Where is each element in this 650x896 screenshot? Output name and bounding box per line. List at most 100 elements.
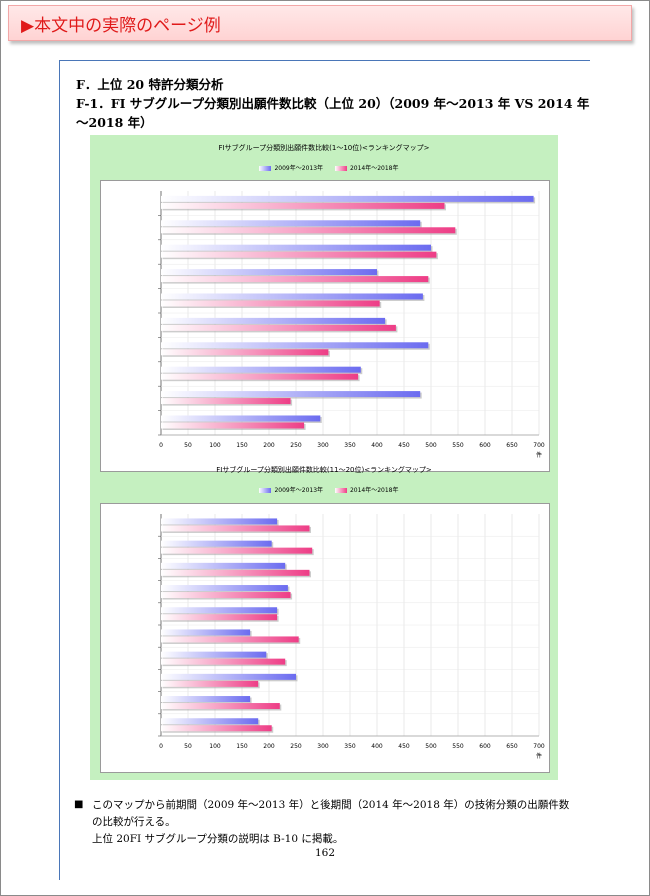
chart2-bar-series2 [161,525,310,532]
chart1-bar-series1 [161,244,431,251]
chart1-bar-series1 [161,269,377,276]
chart2-xtick-label: 600 [479,743,491,750]
chart1-xtick-label: 700 [533,442,545,449]
chart1-xtick-label: 300 [317,442,329,449]
chart1-bar-series1 [161,317,386,324]
chart1-bar-series2 [161,227,456,234]
chart2-xtick-label: 50 [184,743,192,750]
chart1-plot: 0 50 100 150 200 250 300 350 400 450 500 550 600 650 7… [100,180,550,472]
chart2-bar-series1 [161,651,267,658]
chart2-title: FIサブグループ分類別出願件数比較(11～20位)<ランキングマップ> [216,466,432,474]
chart1-xtick-label: 200 [263,442,275,449]
chart2-xtick-label: 100 [209,743,221,750]
chart2-xtick-label: 450 [398,743,410,750]
legend-swatch-series2 [334,166,347,171]
footer-line-2: の比較が行える。 [92,816,176,828]
chart2-xtick-label: 700 [533,743,545,750]
chart1-xtick-label: 100 [209,442,221,449]
chart2-bar-series2 [161,592,291,599]
footer-line-1: このマップから前期間（2009 年～2013 年）と後期間（2014 年～201… [92,799,570,811]
chart1-bar-series2 [161,276,429,283]
chart2-bar-series2 [161,725,272,732]
chart1-xtick-label: 650 [506,442,518,449]
chart1-legend-series2: 2014年～2018年 [349,165,399,172]
top-rule [60,60,590,61]
chart1-xtick-label: 150 [236,442,248,449]
chart1-bar-series1 [161,366,361,373]
bullet-marker: ■ [74,799,84,810]
chart1-xtick-label: 0 [159,442,163,449]
chart2-legend-series1: 2009年～2013年 [274,487,324,494]
chart2-xtick-label: 250 [290,743,302,750]
page-number: 162 [314,847,336,859]
chart1-bar-series2 [161,398,291,405]
chart2-xtick-label: 0 [159,743,163,750]
chart2-bar-series1 [161,629,251,636]
header-banner: ▶本文中の実際のページ例 [8,5,632,41]
chart1-bar-series2 [161,422,305,429]
chart2-xtick-label: 550 [452,743,464,750]
chart2-bar-series2 [161,614,278,621]
chart2-xtick-label: 350 [344,743,356,750]
footer-paragraph: このマップから前期間（2009 年～2013 年）と後期間（2014 年～201… [92,797,602,848]
chart2-bar-series1 [161,673,296,680]
chart2-bar-series1 [161,718,259,725]
chart1-bar-series2 [161,349,329,356]
banner-title: ▶本文中の実際のページ例 [21,16,221,36]
legend-swatch-series2 [334,488,347,493]
chart2-bar-series2 [161,658,286,665]
chart1-bar-series1 [161,391,421,398]
chart1-bar-series1 [161,415,321,422]
chart2-bar-series1 [161,518,278,525]
section-subheading: F-1．FI サブグループ分類別出願件数比較（上位 20）（2009 年～201… [76,96,590,130]
chart2-bar-series2 [161,680,259,687]
chart2-bar-series2 [161,547,313,554]
chart1-xtick-label: 350 [344,442,356,449]
chart2-xtick-label: 150 [236,743,248,750]
chart1-xtick-label: 450 [398,442,410,449]
chart2-legend: 2009年～2013年 2014年～2018年 [90,485,558,494]
chart1-xaxis-label: 件 [536,451,542,459]
chart2-bar-series2 [161,636,299,643]
chart1-xtick-label: 550 [452,442,464,449]
chart1-bar-series1 [161,195,534,202]
chart2-xtick-label: 500 [425,743,437,750]
chart2-xtick-label: 650 [506,743,518,750]
chart2-xaxis-label: 件 [536,752,542,760]
chart2-xtick-label: 400 [371,743,383,750]
chart2-bar-series2 [161,569,310,576]
chart1-bar-series2 [161,251,437,258]
chart2-bar-series1 [161,696,251,703]
chart1-bar-series2 [161,300,380,307]
chart1-bar-series1 [161,293,423,300]
legend-swatch-series1 [259,488,272,493]
left-rule [59,60,60,880]
chart2-bar-series1 [161,540,272,547]
chart1-xtick-label: 400 [371,442,383,449]
chart2-bar-series1 [161,562,286,569]
chart1-bar-series1 [161,342,429,349]
chart2-xtick-label: 300 [317,743,329,750]
chart2-bar-series1 [161,585,288,592]
section-heading: F．上位 20 特許分類分析 [76,77,224,92]
chart2-bar-series2 [161,703,280,710]
chart2-svg: 0 50 100 150 200 250 300 350 400 450 500 550 600 650 7… [158,514,545,760]
chart-panel: FIサブグループ分類別出願件数比較(1～10位)<ランキングマップ> 2009年… [90,135,558,780]
chart1-bar-series2 [161,202,445,209]
chart1-legend-series1: 2009年～2013年 [274,165,324,172]
chart1-bar-series1 [161,220,421,227]
chart1-svg: 0 50 100 150 200 250 300 350 400 450 500 550 600 650 7… [158,191,545,459]
chart1-bar-series2 [161,324,396,331]
chart2-plot: 0 50 100 150 200 250 300 350 400 450 500 550 600 650 7… [100,503,550,773]
chart1-xtick-label: 50 [184,442,192,449]
chart1-xtick-label: 600 [479,442,491,449]
chart1-title: FIサブグループ分類別出願件数比較(1～10位)<ランキングマップ> [218,144,430,152]
chart2-bar-series1 [161,607,278,614]
footer-line-3: 上位 20FI サブグループ分類の説明は B-10 に掲載。 [92,833,344,845]
chart1-bar-series2 [161,373,359,380]
chart2-legend-series2: 2014年～2018年 [349,487,399,494]
chart1-xtick-label: 500 [425,442,437,449]
chart1-xtick-label: 250 [290,442,302,449]
chart2-xtick-label: 200 [263,743,275,750]
chart1-legend: 2009年～2013年 2014年～2018年 [90,163,558,172]
